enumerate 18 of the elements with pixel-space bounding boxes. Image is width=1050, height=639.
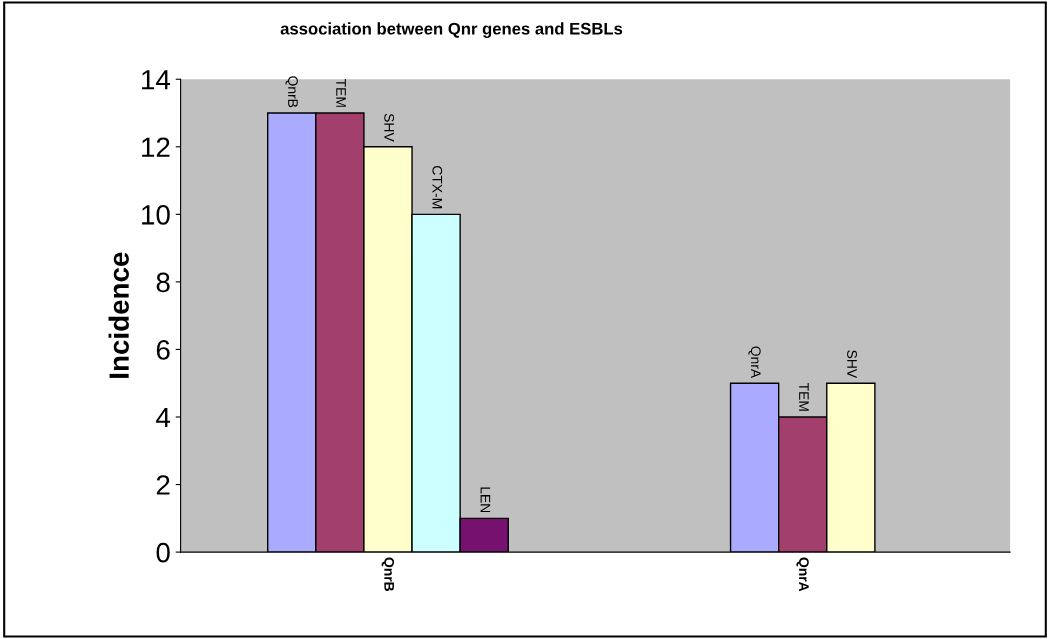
data-label: SHV	[384, 113, 395, 142]
y-axis-title: Incidence	[108, 252, 129, 378]
y-tick-label: 8	[156, 272, 170, 293]
data-label: TEM	[799, 382, 809, 411]
data-label: CTX-M	[432, 166, 443, 209]
y-tick-label: 0	[156, 542, 170, 563]
data-label: QnrB	[285, 76, 298, 108]
y-tick-label: 2	[156, 475, 170, 495]
data-label: QnrA	[748, 346, 761, 379]
y-tick-label: 10	[142, 205, 170, 225]
data-label: LEN	[480, 487, 491, 513]
y-tick-label: 12	[142, 137, 170, 157]
y-tick-label: 4	[156, 407, 171, 428]
y-tick-label: 6	[156, 340, 170, 360]
y-tick-label: 14	[142, 70, 171, 90]
data-label: SHV	[847, 350, 857, 379]
chart-title: association between Qnr genes and ESBLs	[280, 22, 623, 38]
data-label: TEM	[336, 78, 346, 107]
